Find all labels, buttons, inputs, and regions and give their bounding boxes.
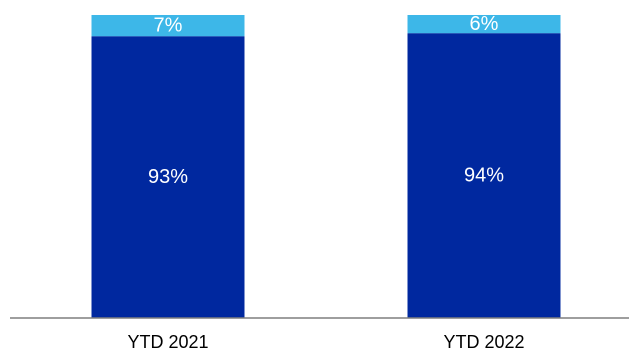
bar-segment-2-1 — [91, 15, 245, 37]
data-label-1-1: 93% — [148, 166, 188, 188]
category-label-1: YTD 2021 — [127, 332, 208, 352]
data-label-1-2: 94% — [464, 165, 504, 187]
bars-group: 93% 7% 94% 6% — [91, 13, 561, 319]
bar-segment-2-2 — [407, 15, 561, 34]
data-label-2-2: 6% — [470, 13, 499, 35]
bar-segment-1-1 — [91, 36, 245, 319]
data-label-2-1: 7% — [154, 15, 183, 37]
category-label-2: YTD 2022 — [443, 332, 524, 352]
category-labels: YTD 2021 YTD 2022 — [127, 332, 524, 352]
bar-segment-1-2 — [407, 33, 561, 319]
